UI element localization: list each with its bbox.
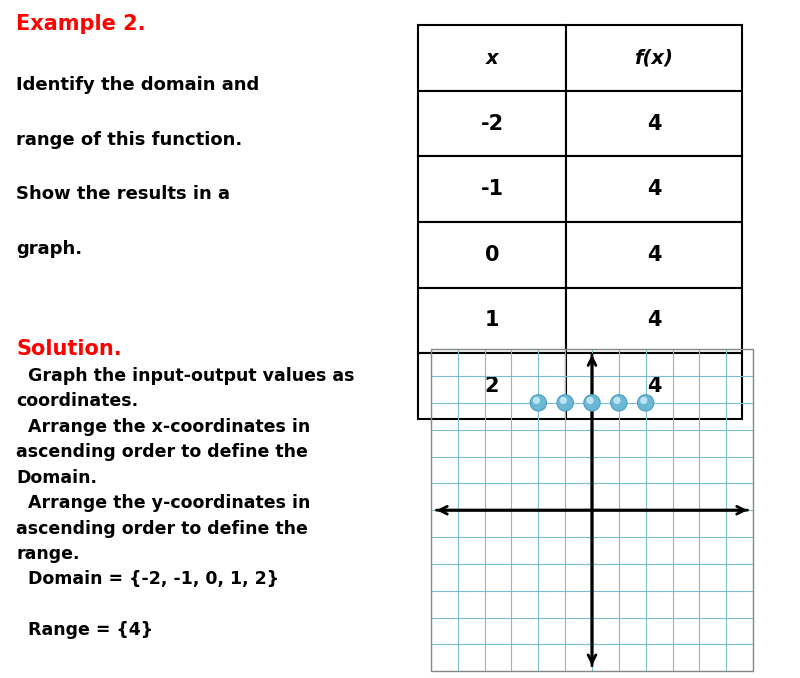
Text: ascending order to define the: ascending order to define the xyxy=(16,519,308,538)
Text: Arrange the x-coordinates in: Arrange the x-coordinates in xyxy=(16,418,310,436)
Bar xyxy=(566,25,742,91)
Bar xyxy=(566,91,742,157)
Circle shape xyxy=(638,395,654,411)
Bar xyxy=(418,91,566,157)
Text: Domain.: Domain. xyxy=(16,468,97,487)
Circle shape xyxy=(560,397,566,403)
Circle shape xyxy=(612,396,626,410)
Circle shape xyxy=(584,395,600,411)
Text: 4: 4 xyxy=(646,311,661,330)
Circle shape xyxy=(614,397,620,403)
Circle shape xyxy=(530,395,546,411)
Bar xyxy=(566,287,742,353)
Bar xyxy=(431,349,753,671)
Text: ascending order to define the: ascending order to define the xyxy=(16,443,308,461)
Text: x: x xyxy=(486,49,498,68)
Bar xyxy=(418,222,566,287)
Text: 4: 4 xyxy=(646,376,661,396)
Bar xyxy=(566,157,742,222)
Circle shape xyxy=(610,395,627,411)
Circle shape xyxy=(558,396,572,410)
Circle shape xyxy=(587,397,593,403)
Text: 2: 2 xyxy=(485,376,499,396)
Text: graph.: graph. xyxy=(16,240,82,258)
Text: -2: -2 xyxy=(481,114,503,134)
Bar xyxy=(418,157,566,222)
Circle shape xyxy=(534,397,539,403)
Bar xyxy=(418,287,566,353)
Circle shape xyxy=(638,396,653,410)
Text: Domain = {-2, -1, 0, 1, 2}: Domain = {-2, -1, 0, 1, 2} xyxy=(16,570,279,589)
Bar xyxy=(418,353,566,418)
Circle shape xyxy=(531,396,546,410)
Circle shape xyxy=(585,396,599,410)
Text: Identify the domain and: Identify the domain and xyxy=(16,76,259,94)
Text: range.: range. xyxy=(16,545,79,563)
Text: 4: 4 xyxy=(646,114,661,134)
Text: range of this function.: range of this function. xyxy=(16,131,242,148)
Text: Solution.: Solution. xyxy=(16,339,122,359)
Text: 1: 1 xyxy=(485,311,499,330)
Text: -1: -1 xyxy=(481,179,503,199)
Text: 0: 0 xyxy=(485,245,499,264)
Bar xyxy=(566,353,742,418)
Text: coordinates.: coordinates. xyxy=(16,393,138,410)
Text: Range = {4}: Range = {4} xyxy=(16,621,153,639)
Circle shape xyxy=(557,395,574,411)
Circle shape xyxy=(641,397,646,403)
Text: 4: 4 xyxy=(646,245,661,264)
Text: f(x): f(x) xyxy=(634,49,674,68)
Text: Example 2.: Example 2. xyxy=(16,14,146,33)
Bar xyxy=(566,222,742,287)
Text: Arrange the y-coordinates in: Arrange the y-coordinates in xyxy=(16,494,310,512)
Text: Show the results in a: Show the results in a xyxy=(16,185,230,203)
Text: 4: 4 xyxy=(646,179,661,199)
Text: Graph the input-output values as: Graph the input-output values as xyxy=(16,367,354,385)
Bar xyxy=(418,25,566,91)
